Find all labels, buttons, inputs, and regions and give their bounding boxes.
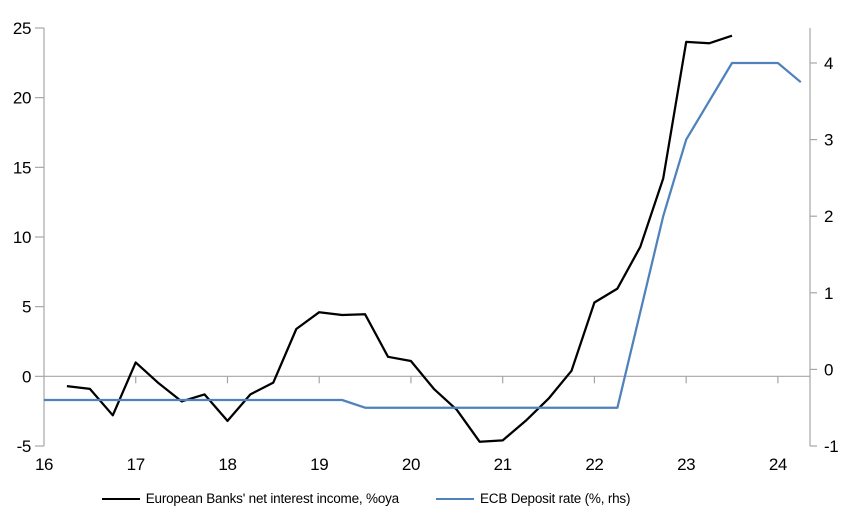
- x-axis-tick-label: 21: [494, 455, 512, 474]
- x-axis-tick-label: 17: [127, 455, 145, 474]
- legend-line-swatch-blue: [435, 497, 474, 500]
- x-axis-tick-label: 16: [35, 455, 53, 474]
- y-left-tick-label: -5: [17, 437, 31, 456]
- y-right-tick-label: 4: [824, 54, 833, 73]
- y-right-tick-label: 3: [824, 131, 833, 150]
- x-axis-tick-label: 19: [310, 455, 328, 474]
- y-left-tick-label: 0: [22, 367, 31, 386]
- x-axis-tick-label: 24: [769, 455, 787, 474]
- x-axis-tick-label: 18: [218, 455, 236, 474]
- y-left-tick-label: 5: [22, 298, 31, 317]
- legend-item-ecb-deposit-rate: ECB Deposit rate (%, rhs): [435, 491, 631, 506]
- y-left-tick-label: 20: [13, 89, 31, 108]
- series-line-1: [44, 61, 802, 409]
- legend-line-swatch-black: [101, 497, 140, 500]
- chart-legend: European Banks' net interest income, %oy…: [0, 491, 792, 506]
- y-right-tick-label: 1: [824, 284, 833, 303]
- x-axis-tick-label: 22: [585, 455, 603, 474]
- y-left-tick-label: 10: [13, 228, 31, 247]
- y-right-tick-label: 2: [824, 207, 833, 226]
- y-left-tick-label: 25: [13, 19, 31, 38]
- y-right-tick-label: 0: [824, 360, 833, 379]
- x-axis-tick-label: 23: [677, 455, 695, 474]
- series-line-0: [66, 34, 733, 443]
- y-right-tick-label: -1: [824, 437, 838, 456]
- legend-item-net-interest-income: European Banks' net interest income, %oy…: [101, 491, 399, 506]
- legend-label-net-interest-income: European Banks' net interest income, %oy…: [145, 491, 399, 506]
- y-left-tick-label: 15: [13, 158, 31, 177]
- legend-label-ecb-deposit-rate: ECB Deposit rate (%, rhs): [479, 491, 631, 506]
- x-axis-tick-label: 20: [402, 455, 420, 474]
